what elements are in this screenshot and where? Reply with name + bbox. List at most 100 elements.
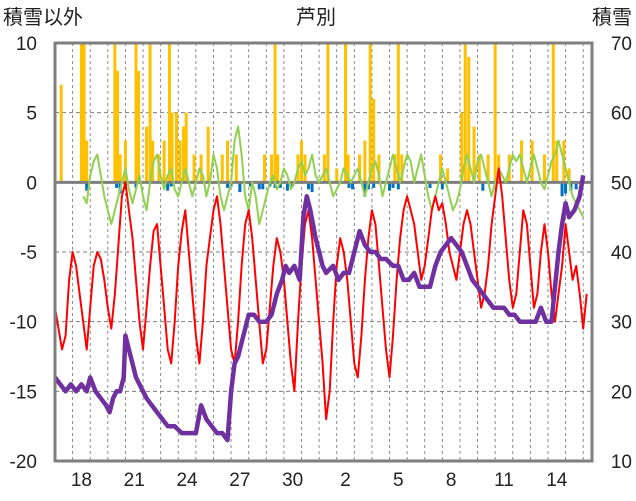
- precip-bar: [493, 43, 497, 183]
- precip-bar: [118, 154, 122, 183]
- precip-bar: [276, 154, 280, 183]
- precip-bar: [358, 154, 362, 183]
- precip-bar: [148, 43, 152, 183]
- snow_change-bar: [481, 182, 485, 191]
- precip-bar: [220, 154, 224, 183]
- left-axis-title: 積雪以外: [3, 5, 83, 29]
- precip-bar: [134, 43, 138, 183]
- precip-bar: [396, 43, 400, 183]
- precip-bar: [162, 140, 166, 183]
- left-tick-label: 0: [26, 173, 37, 194]
- snow_change-bar: [372, 182, 376, 188]
- precip-bar: [174, 112, 178, 183]
- right-tick-label: 40: [611, 243, 632, 264]
- snow_change-bar: [347, 182, 351, 188]
- precip-bar: [555, 140, 559, 183]
- precip-bar: [116, 70, 120, 183]
- precip-bar: [346, 154, 350, 183]
- precip-bar: [368, 43, 372, 183]
- precip-bar: [460, 112, 464, 183]
- precip-bar: [199, 154, 203, 183]
- precip-bar: [178, 140, 182, 183]
- x-tick-label: 30: [282, 470, 303, 491]
- snow_change-bar: [169, 182, 173, 187]
- snow_depth-line: [53, 175, 586, 443]
- snow_change-bar: [351, 182, 355, 190]
- snow_change-bar: [396, 182, 400, 190]
- precip-bar: [85, 140, 89, 183]
- precip-bar: [170, 112, 174, 183]
- left-tick-label: -20: [10, 452, 37, 473]
- precip-bar: [344, 43, 348, 183]
- precip-bar: [234, 154, 238, 183]
- left-tick-label: 5: [26, 104, 37, 125]
- precip-bar: [567, 168, 571, 183]
- precip-bar: [273, 43, 277, 183]
- precip-bar: [123, 140, 127, 183]
- precip-bar: [182, 126, 186, 183]
- left-tick-label: -5: [20, 243, 37, 264]
- precip-bar: [226, 140, 230, 183]
- snow_change-bar: [238, 182, 242, 193]
- snow_change-bar: [115, 182, 119, 188]
- precip-bar: [377, 154, 381, 183]
- precip-bar: [326, 43, 330, 183]
- right-tick-label: 50: [611, 173, 632, 194]
- x-tick-labels: 18 21 24 27 30 2 5 8 11 14: [71, 470, 568, 491]
- precip-bar: [59, 84, 63, 183]
- snow_change-bar: [391, 182, 395, 188]
- snow_change-bar: [307, 182, 311, 190]
- left-tick-labels: 10 5 0 -5 -10 -15 -20: [10, 34, 37, 473]
- precip-bar: [486, 154, 490, 183]
- precip-bar: [477, 154, 481, 183]
- snow_change-bar: [226, 182, 230, 188]
- plot-frame: [53, 41, 594, 463]
- precip-bar: [439, 154, 443, 183]
- right-tick-label: 20: [611, 382, 632, 403]
- right-tick-label: 10: [611, 452, 632, 473]
- precip-bar: [303, 154, 307, 183]
- precip-bar: [270, 154, 274, 183]
- snow_change-bar: [85, 182, 89, 191]
- precip-bar: [472, 126, 476, 183]
- precip-bar: [192, 154, 196, 183]
- precip-bar: [542, 154, 546, 183]
- right-tick-label: 30: [611, 313, 632, 334]
- right-tick-label: 70: [611, 34, 632, 55]
- precip-bar: [79, 43, 83, 183]
- precip-bar: [137, 70, 141, 183]
- x-tick-label: 8: [446, 470, 457, 491]
- x-tick-label: 18: [71, 470, 92, 491]
- chart-title: 芦別: [296, 5, 336, 29]
- precip-bar: [113, 43, 117, 183]
- snow_change-bar: [574, 182, 578, 190]
- snow_change-bar: [261, 182, 265, 190]
- precip-bar: [551, 43, 555, 183]
- precip-bar: [82, 43, 86, 183]
- x-tick-label: 21: [124, 470, 145, 491]
- snow_change-bar: [134, 182, 138, 188]
- precip-bar: [467, 56, 471, 183]
- snow_change-bar: [560, 182, 564, 197]
- snow_change-bar: [278, 182, 282, 188]
- snow_change-bar: [248, 182, 252, 187]
- x-tick-label: 11: [494, 470, 514, 491]
- precip-bar: [446, 168, 450, 183]
- x-tick-label: 27: [229, 470, 250, 491]
- precip-bars: [59, 43, 571, 183]
- snow_change-bar: [428, 182, 432, 188]
- precip-bar: [322, 154, 326, 183]
- precip-bar: [206, 126, 210, 183]
- series-lines: [53, 125, 588, 443]
- precip-bar: [463, 43, 467, 183]
- snow_change-bar: [257, 182, 261, 190]
- snow_change-bar: [166, 182, 170, 191]
- x-tick-label: 2: [340, 470, 351, 491]
- x-tick-label: 14: [546, 470, 568, 491]
- x-tick-label: 24: [176, 470, 198, 491]
- temperature-line: [54, 167, 588, 421]
- left-tick-label: -10: [10, 313, 37, 334]
- left-tick-label: 10: [16, 34, 37, 55]
- left-tick-label: -15: [10, 382, 37, 403]
- precip-bar: [145, 126, 149, 183]
